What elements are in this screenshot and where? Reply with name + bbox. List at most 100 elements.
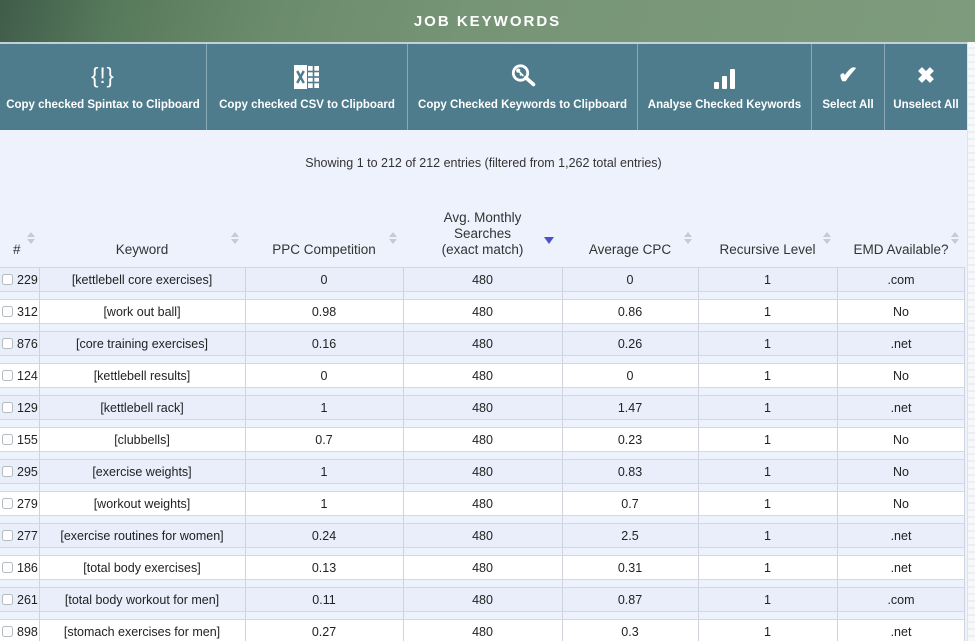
column-divider — [562, 267, 563, 641]
column-header-ppc-competition[interactable]: PPC Competition — [245, 200, 403, 266]
emd-available-cell: .net — [890, 624, 912, 639]
ppc-competition-cell: 0.13 — [311, 560, 337, 575]
row-checkbox[interactable] — [2, 466, 13, 477]
row-checkbox[interactable] — [2, 562, 13, 573]
column-header-recursive-level[interactable]: Recursive Level — [698, 200, 837, 266]
monthly-searches-cell: 480 — [472, 560, 493, 575]
ppc-competition-cell: 1 — [320, 464, 328, 479]
recursive-level-cell: 1 — [764, 336, 771, 351]
table-row[interactable]: 312 [work out ball] 0.98 480 0.86 1 No — [0, 299, 965, 324]
recursive-level-cell: 1 — [764, 400, 771, 415]
sort-arrows-icon — [27, 232, 35, 244]
recursive-level-cell: 1 — [764, 272, 771, 287]
column-header-number[interactable]: # — [0, 200, 39, 266]
row-number: 295 — [17, 464, 38, 479]
row-checkbox[interactable] — [2, 274, 13, 285]
table-row[interactable]: 261 [total body workout for men] 0.11 48… — [0, 587, 965, 612]
monthly-searches-cell: 480 — [472, 592, 493, 607]
table-row[interactable]: 279 [workout weights] 1 480 0.7 1 No — [0, 491, 965, 516]
row-checkbox[interactable] — [2, 434, 13, 445]
average-cpc-cell: 0.83 — [617, 464, 643, 479]
emd-available-cell: No — [893, 464, 909, 479]
table-row[interactable]: 295 [exercise weights] 1 480 0.83 1 No — [0, 459, 965, 484]
main-content: Showing 1 to 212 of 212 entries (filtere… — [0, 130, 967, 641]
monthly-searches-cell: 480 — [472, 304, 493, 319]
table-row[interactable]: 876 [core training exercises] 0.16 480 0… — [0, 331, 965, 356]
emd-available-cell: No — [893, 496, 909, 511]
row-number-cell: 124 — [0, 364, 39, 387]
row-number-cell: 279 — [0, 492, 39, 515]
row-number: 876 — [17, 336, 38, 351]
copy-csv-button[interactable]: Copy checked CSV to Clipboard — [207, 44, 408, 130]
column-header-average-cpc[interactable]: Average CPC — [562, 200, 698, 266]
ppc-competition-cell: 0 — [320, 368, 328, 383]
row-checkbox[interactable] — [2, 498, 13, 509]
average-cpc-cell: 0.7 — [621, 496, 639, 511]
copy-spintax-button[interactable]: {!} Copy checked Spintax to Clipboard — [0, 44, 207, 130]
column-divider — [403, 267, 404, 641]
copy-keywords-button[interactable]: Copy Checked Keywords to Clipboard — [408, 44, 638, 130]
row-number: 898 — [17, 624, 38, 639]
average-cpc-cell: 0.87 — [617, 592, 643, 607]
row-number-cell: 277 — [0, 524, 39, 547]
monthly-searches-cell: 480 — [472, 528, 493, 543]
sort-arrows-icon — [684, 232, 692, 244]
row-number: 261 — [17, 592, 38, 607]
table-row[interactable]: 129 [kettlebell rack] 1 480 1.47 1 .net — [0, 395, 965, 420]
recursive-level-cell: 1 — [764, 304, 771, 319]
average-cpc-cell: 0.26 — [617, 336, 643, 351]
keyword-cell: [total body workout for men] — [64, 592, 220, 607]
column-header-avg-monthly-searches[interactable]: Avg. Monthly Searches (exact match) — [403, 200, 562, 266]
x-icon: ✖ — [916, 63, 936, 89]
unselect-all-button[interactable]: ✖ Unselect All — [885, 44, 967, 130]
row-number: 186 — [17, 560, 38, 575]
average-cpc-cell: 0.31 — [617, 560, 643, 575]
recursive-level-cell: 1 — [764, 464, 771, 479]
checkmark-icon: ✔ — [837, 62, 859, 90]
monthly-searches-cell: 480 — [472, 368, 493, 383]
average-cpc-cell: 2.5 — [621, 528, 639, 543]
recursive-level-cell: 1 — [764, 496, 771, 511]
table-row[interactable]: 186 [total body exercises] 0.13 480 0.31… — [0, 555, 965, 580]
column-divider — [837, 267, 838, 641]
toolbar: {!} Copy checked Spintax to Clipboard Co… — [0, 42, 967, 130]
excel-csv-icon — [294, 61, 320, 90]
table-row[interactable]: 229 [kettlebell core exercises] 0 480 0 … — [0, 267, 965, 292]
row-checkbox[interactable] — [2, 370, 13, 381]
keyword-cell: [kettlebell core exercises] — [71, 272, 213, 287]
title-bar: JOB KEYWORDS — [0, 0, 975, 42]
table-row[interactable]: 124 [kettlebell results] 0 480 0 1 No — [0, 363, 965, 388]
table-row[interactable]: 277 [exercise routines for women] 0.24 4… — [0, 523, 965, 548]
row-checkbox[interactable] — [2, 626, 13, 637]
keyword-cell: [total body exercises] — [83, 560, 201, 575]
keyword-cell: [stomach exercises for men] — [63, 624, 221, 639]
copy-spintax-label: Copy checked Spintax to Clipboard — [6, 99, 200, 112]
select-all-button[interactable]: ✔ Select All — [812, 44, 885, 130]
emd-available-cell: .net — [890, 400, 912, 415]
recursive-level-cell: 1 — [764, 624, 771, 639]
keyword-cell: [exercise weights] — [92, 464, 192, 479]
row-checkbox[interactable] — [2, 306, 13, 317]
recursive-level-cell: 1 — [764, 528, 771, 543]
column-header-keyword[interactable]: Keyword — [39, 200, 245, 266]
row-checkbox[interactable] — [2, 530, 13, 541]
sort-arrows-icon — [231, 232, 239, 244]
average-cpc-cell: 0 — [626, 272, 634, 287]
row-number-cell: 229 — [0, 268, 39, 291]
keyword-magnifier-icon — [509, 61, 537, 89]
table-row[interactable]: 155 [clubbells] 0.7 480 0.23 1 No — [0, 427, 965, 452]
monthly-searches-cell: 480 — [472, 272, 493, 287]
scrollbar-track[interactable] — [967, 42, 975, 641]
average-cpc-cell: 0.86 — [617, 304, 643, 319]
average-cpc-cell: 0 — [626, 368, 634, 383]
row-checkbox[interactable] — [2, 594, 13, 605]
row-number: 229 — [17, 272, 38, 287]
emd-available-cell: .net — [890, 336, 912, 351]
table-row[interactable]: 898 [stomach exercises for men] 0.27 480… — [0, 619, 965, 641]
row-number-cell: 186 — [0, 556, 39, 579]
analyse-keywords-button[interactable]: Analyse Checked Keywords — [638, 44, 812, 130]
row-checkbox[interactable] — [2, 402, 13, 413]
column-header-emd-available[interactable]: EMD Available? — [837, 200, 965, 266]
ppc-competition-cell: 0.98 — [311, 304, 337, 319]
row-checkbox[interactable] — [2, 338, 13, 349]
